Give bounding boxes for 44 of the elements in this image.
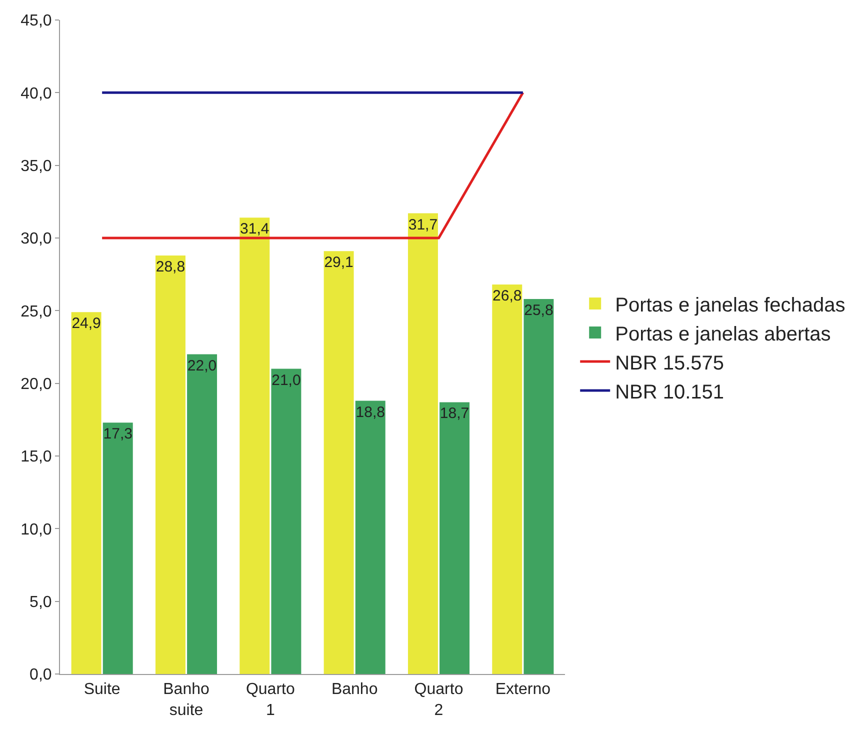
legend-label: NBR 10.151	[615, 381, 724, 404]
data-label: 17,3	[103, 426, 132, 443]
legend-label: Portas e janelas fechadas	[615, 294, 846, 316]
data-label: 18,8	[356, 404, 385, 421]
data-label: 18,7	[440, 405, 470, 422]
y-tick-label: 40,0	[20, 85, 52, 102]
bar	[492, 284, 522, 674]
y-tick-label: 25,0	[20, 303, 52, 320]
bar	[440, 402, 470, 674]
data-label: 28,8	[156, 258, 186, 276]
legend-label: NBR 15.575	[615, 352, 724, 374]
y-tick-label: 10,0	[20, 521, 52, 538]
bar	[271, 368, 302, 674]
x-tick-label: Suite	[84, 681, 120, 698]
data-label: 21,0	[272, 372, 301, 389]
data-label: 26,8	[492, 288, 522, 305]
bar	[240, 218, 270, 674]
data-label: 29,1	[324, 254, 354, 272]
y-tick-label: 30,0	[20, 230, 52, 248]
bar	[324, 251, 354, 674]
bar	[155, 255, 186, 674]
legend-label: Portas e janelas abertas	[615, 323, 831, 346]
x-tick-label: Quarto 1	[246, 681, 295, 719]
data-label: 31,7	[408, 216, 438, 234]
y-tick-label: 0,0	[30, 666, 52, 684]
y-tick-label: 5,0	[30, 594, 52, 611]
x-tick-label: Quarto 2	[414, 681, 464, 719]
bar	[71, 312, 102, 674]
data-label: 24,9	[72, 315, 101, 332]
bar	[355, 400, 386, 674]
y-tick-label: 35,0	[20, 158, 52, 175]
bar	[408, 213, 438, 674]
x-tick-label: Banho suite	[163, 681, 210, 719]
y-tick-label: 20,0	[20, 376, 52, 393]
data-label: 31,4	[240, 220, 270, 238]
data-label: 22,0	[187, 357, 217, 374]
y-tick-label: 15,0	[20, 448, 52, 466]
data-label: 25,8	[524, 302, 554, 320]
x-tick-label: Banho	[331, 681, 378, 698]
y-tick-label: 45,0	[20, 12, 52, 30]
x-tick-label: Externo	[495, 681, 551, 698]
bar	[187, 354, 218, 674]
bar	[102, 422, 133, 674]
bar	[524, 299, 554, 674]
